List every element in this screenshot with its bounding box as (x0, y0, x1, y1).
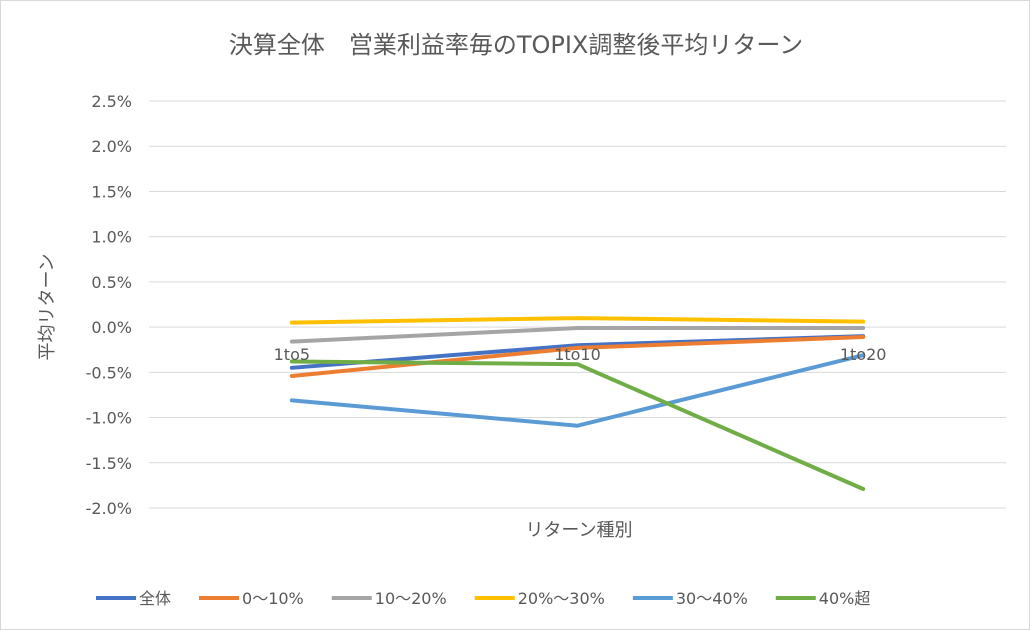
legend: 全体 0～10% 10～20% 20%～30% 30～40% 40%超 (96, 589, 870, 608)
x-axis-categories: 1to5 1to10 1to20 (274, 345, 887, 364)
series-line (289, 353, 866, 428)
legend-label: 10～20% (375, 589, 447, 608)
series-line (289, 359, 866, 492)
y-tick-label: 0.5% (91, 273, 132, 292)
x-tick-label: 1to5 (274, 345, 310, 364)
y-tick-label: 1.5% (91, 182, 132, 201)
y-tick-label: 2.5% (91, 92, 132, 111)
y-tick-label: 0.0% (91, 318, 132, 337)
chart-title: 決算全体 営業利益率毎のTOPIX調整後平均リターン (229, 31, 803, 59)
legend-label: 全体 (139, 589, 171, 608)
y-tick-label: -1.5% (86, 454, 132, 473)
legend-label: 30～40% (676, 589, 748, 608)
y-tick-label: 1.0% (91, 228, 132, 247)
series-line (289, 335, 866, 378)
x-axis-title: リターン種別 (525, 520, 632, 541)
gridlines (149, 100, 1006, 509)
x-tick-label: 1to10 (554, 345, 601, 364)
y-tick-label: -1.0% (86, 409, 132, 428)
y-tick-label: -0.5% (86, 363, 132, 382)
y-tick-label: -2.0% (86, 499, 132, 518)
x-tick-label: 1to20 (840, 345, 887, 364)
y-axis-title: 平均リターン (37, 253, 58, 360)
series-line (289, 326, 866, 344)
legend-label: 20%～30% (518, 589, 605, 608)
legend-label: 0～10% (242, 589, 304, 608)
y-tick-label: 2.0% (91, 137, 132, 156)
series-line (289, 316, 866, 325)
series-lines (289, 316, 866, 492)
legend-label: 40%超 (819, 589, 871, 608)
y-axis-ticks: 2.5% 2.0% 1.5% 1.0% 0.5% 0.0% -0.5% -1.0% -1.5% -… (86, 92, 132, 518)
